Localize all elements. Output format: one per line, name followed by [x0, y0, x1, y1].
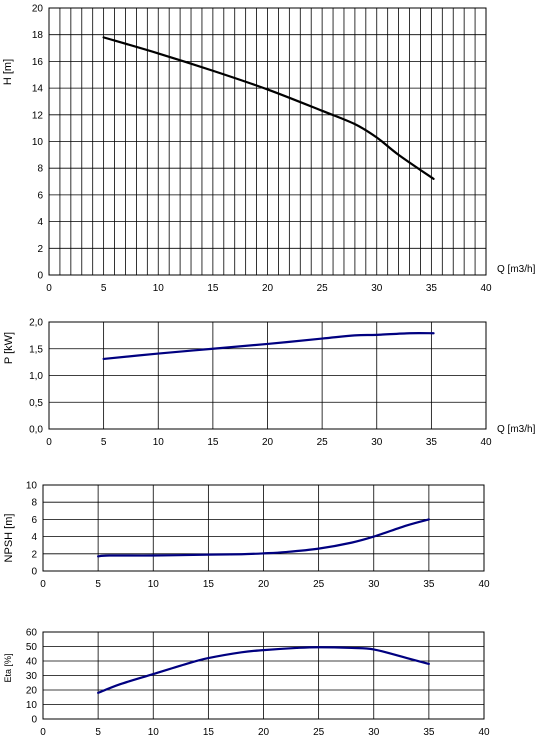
x-tick-label: 40 — [478, 727, 490, 738]
plot-frame — [48, 321, 487, 430]
x-tick-label: 30 — [368, 579, 380, 590]
series-line — [102, 36, 435, 180]
x-tick-label: 0 — [46, 437, 52, 448]
x-tick-label: 40 — [478, 579, 490, 590]
x-axis-label: Q [m3/h] — [497, 264, 536, 275]
y-axis-label: NPSH [m] — [3, 514, 15, 563]
y-tick-label: 40 — [26, 657, 38, 668]
x-tick-label: 0 — [46, 283, 52, 294]
chart-3: 0 5 10 15 20 25 30 35 40 0 2 4 6 8 10 NPSH [m] — [3, 481, 490, 591]
plot-frame — [48, 7, 487, 276]
y-tick-label: 2 — [37, 244, 43, 255]
y-tick-label: 12 — [32, 110, 44, 121]
chart-2: 0 5 10 15 20 25 30 35 40 0,0 0,5 1,0 1,5 2,0 P [kW] Q [… — [3, 318, 536, 449]
x-tick-label: 20 — [258, 727, 270, 738]
y-tick-label: 0,5 — [29, 398, 43, 409]
y-axis-label: H [m] — [2, 59, 14, 85]
x-tick-label: 35 — [426, 283, 438, 294]
y-axis-label: P [kW] — [3, 332, 15, 364]
y-tick-label: 4 — [31, 532, 37, 543]
x-tick-label: 10 — [148, 727, 160, 738]
x-tick-label: 40 — [480, 437, 492, 448]
y-tick-label: 14 — [32, 84, 44, 95]
x-tick-label: 30 — [368, 727, 380, 738]
x-tick-label: 10 — [153, 437, 165, 448]
x-tick-label: 15 — [203, 727, 215, 738]
y-tick-label: 1,0 — [29, 371, 43, 382]
y-tick-label: 0 — [31, 715, 37, 726]
x-tick-label: 25 — [313, 579, 325, 590]
x-tick-label: 20 — [262, 437, 274, 448]
x-tick-label: 15 — [203, 579, 215, 590]
y-tick-label: 10 — [32, 137, 44, 148]
plot-frame — [42, 631, 485, 720]
x-tick-label: 0 — [40, 727, 46, 738]
y-tick-label: 20 — [26, 686, 38, 697]
x-tick-label: 5 — [101, 437, 107, 448]
y-tick-label: 18 — [32, 30, 44, 41]
x-tick-label: 10 — [148, 579, 160, 590]
y-tick-label: 0,0 — [29, 425, 43, 436]
x-tick-label: 40 — [480, 283, 492, 294]
y-axis-label: Eta [%] — [3, 653, 13, 682]
y-tick-label: 16 — [32, 57, 44, 68]
y-tick-label: 6 — [31, 515, 37, 526]
y-tick-label: 10 — [26, 481, 38, 492]
x-tick-label: 10 — [153, 283, 165, 294]
x-tick-label: 15 — [207, 283, 219, 294]
y-tick-label: 8 — [37, 164, 43, 175]
y-tick-label: 2 — [31, 549, 37, 560]
y-tick-label: 50 — [26, 642, 38, 653]
x-tick-label: 30 — [371, 283, 383, 294]
plot-frame — [42, 484, 485, 572]
x-tick-label: 20 — [258, 579, 270, 590]
x-tick-label: 5 — [101, 283, 107, 294]
x-tick-label: 0 — [40, 579, 46, 590]
y-tick-label: 0 — [37, 271, 43, 282]
y-tick-label: 0 — [31, 567, 37, 578]
x-tick-label: 25 — [313, 727, 325, 738]
y-tick-label: 20 — [32, 4, 44, 15]
x-tick-label: 35 — [423, 579, 435, 590]
y-tick-label: 4 — [37, 217, 43, 228]
x-tick-label: 35 — [426, 437, 438, 448]
y-tick-label: 30 — [26, 671, 38, 682]
x-tick-label: 30 — [371, 437, 383, 448]
y-tick-label: 8 — [31, 498, 37, 509]
x-tick-label: 5 — [95, 727, 101, 738]
chart-1: 0 5 10 15 20 25 30 35 40 0 2 4 6 8 10 12 14 16 18 20 H [m] Q … — [2, 4, 536, 295]
y-tick-label: 10 — [26, 700, 38, 711]
chart-4: 0 5 10 15 20 25 30 35 40 0 10 20 30 40 50 60 Eta [%] — [3, 628, 490, 739]
y-tick-label: 60 — [26, 628, 38, 639]
x-tick-label: 20 — [262, 283, 274, 294]
series-line — [97, 646, 430, 694]
x-tick-label: 25 — [317, 283, 329, 294]
series-line — [102, 332, 435, 361]
x-tick-label: 15 — [207, 437, 219, 448]
y-tick-label: 1,5 — [29, 344, 43, 355]
series-line — [97, 518, 430, 558]
x-tick-label: 5 — [95, 579, 101, 590]
y-tick-label: 2,0 — [29, 318, 43, 329]
x-axis-label: Q [m3/h] — [497, 424, 536, 435]
x-tick-label: 35 — [423, 727, 435, 738]
y-tick-label: 6 — [37, 190, 43, 201]
x-tick-label: 25 — [317, 437, 329, 448]
